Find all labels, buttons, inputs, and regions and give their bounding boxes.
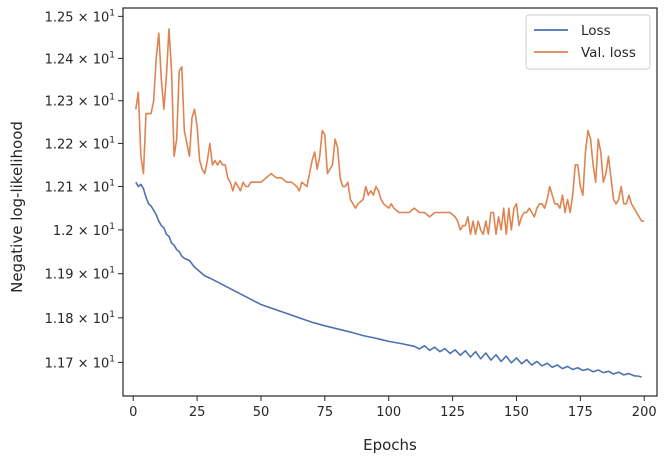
y-tick-label: 1.24 × 101: [45, 50, 115, 67]
x-tick-label: 200: [632, 405, 657, 420]
series-layer: [134, 28, 645, 378]
plot-frame: [122, 7, 658, 397]
y-tick-label: 1.22 × 101: [45, 135, 115, 152]
y-tick-label: 1.21 × 101: [45, 179, 115, 196]
x-tick-label: 0: [129, 405, 137, 420]
legend-label-val-loss: Val. loss: [581, 45, 636, 61]
series-line-loss: [135, 181, 642, 378]
x-axis: 0 25 50 75 100 125 150 175 200: [129, 396, 657, 420]
legend: Loss Val. loss: [525, 14, 651, 70]
legend-box: [525, 14, 651, 70]
y-tick-label: 1.23 × 101: [45, 93, 115, 110]
y-tick-label: 1.2 × 101: [53, 222, 115, 239]
x-tick-label: 25: [189, 405, 206, 420]
y-tick-label: 1.18 × 101: [45, 310, 115, 327]
legend-label-loss: Loss: [581, 23, 611, 39]
y-tick-label: 1.17 × 101: [45, 354, 115, 371]
x-tick-label: 50: [253, 405, 270, 420]
x-tick-label: 150: [504, 405, 529, 420]
y-axis: 1.17 × 101 1.18 × 101 1.19 × 101 1.2 × 101 1…: [45, 8, 123, 371]
y-tick-label: 1.25 × 101: [45, 8, 115, 25]
x-tick-label: 125: [440, 405, 465, 420]
y-axis-title: Negative log-likelihood: [8, 121, 26, 293]
x-tick-label: 75: [317, 405, 334, 420]
series-line-val-loss: [134, 28, 645, 236]
x-axis-title: Epochs: [363, 436, 417, 454]
x-tick-label: 100: [376, 405, 401, 420]
x-tick-label: 175: [568, 405, 593, 420]
y-tick-label: 1.19 × 101: [45, 266, 115, 283]
